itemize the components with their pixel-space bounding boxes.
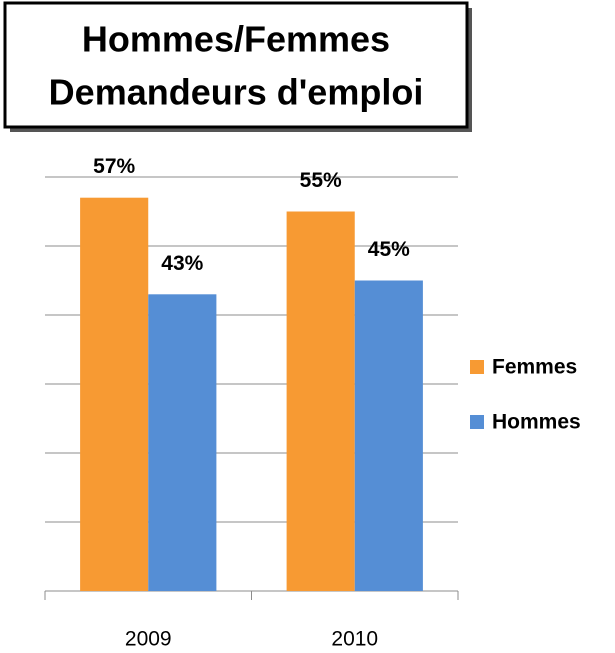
bar [80, 197, 149, 591]
value-label: 55% [300, 169, 342, 192]
value-label: 57% [93, 155, 135, 178]
bar [286, 211, 355, 591]
value-label: 43% [161, 252, 203, 275]
title-box [3, 1, 469, 129]
chart-title: Demandeurs d'emploi [49, 72, 424, 113]
legend-label: Femmes [492, 356, 577, 379]
bar [148, 294, 217, 591]
value-label: 45% [368, 238, 410, 261]
chart-title: Hommes/Femmes [82, 19, 390, 60]
bar [354, 280, 423, 591]
legend-label: Hommes [492, 411, 581, 434]
legend-swatch [470, 415, 484, 429]
x-tick-label: 2009 [125, 628, 172, 651]
x-tick-label: 2010 [331, 628, 378, 651]
legend-swatch [470, 360, 484, 374]
